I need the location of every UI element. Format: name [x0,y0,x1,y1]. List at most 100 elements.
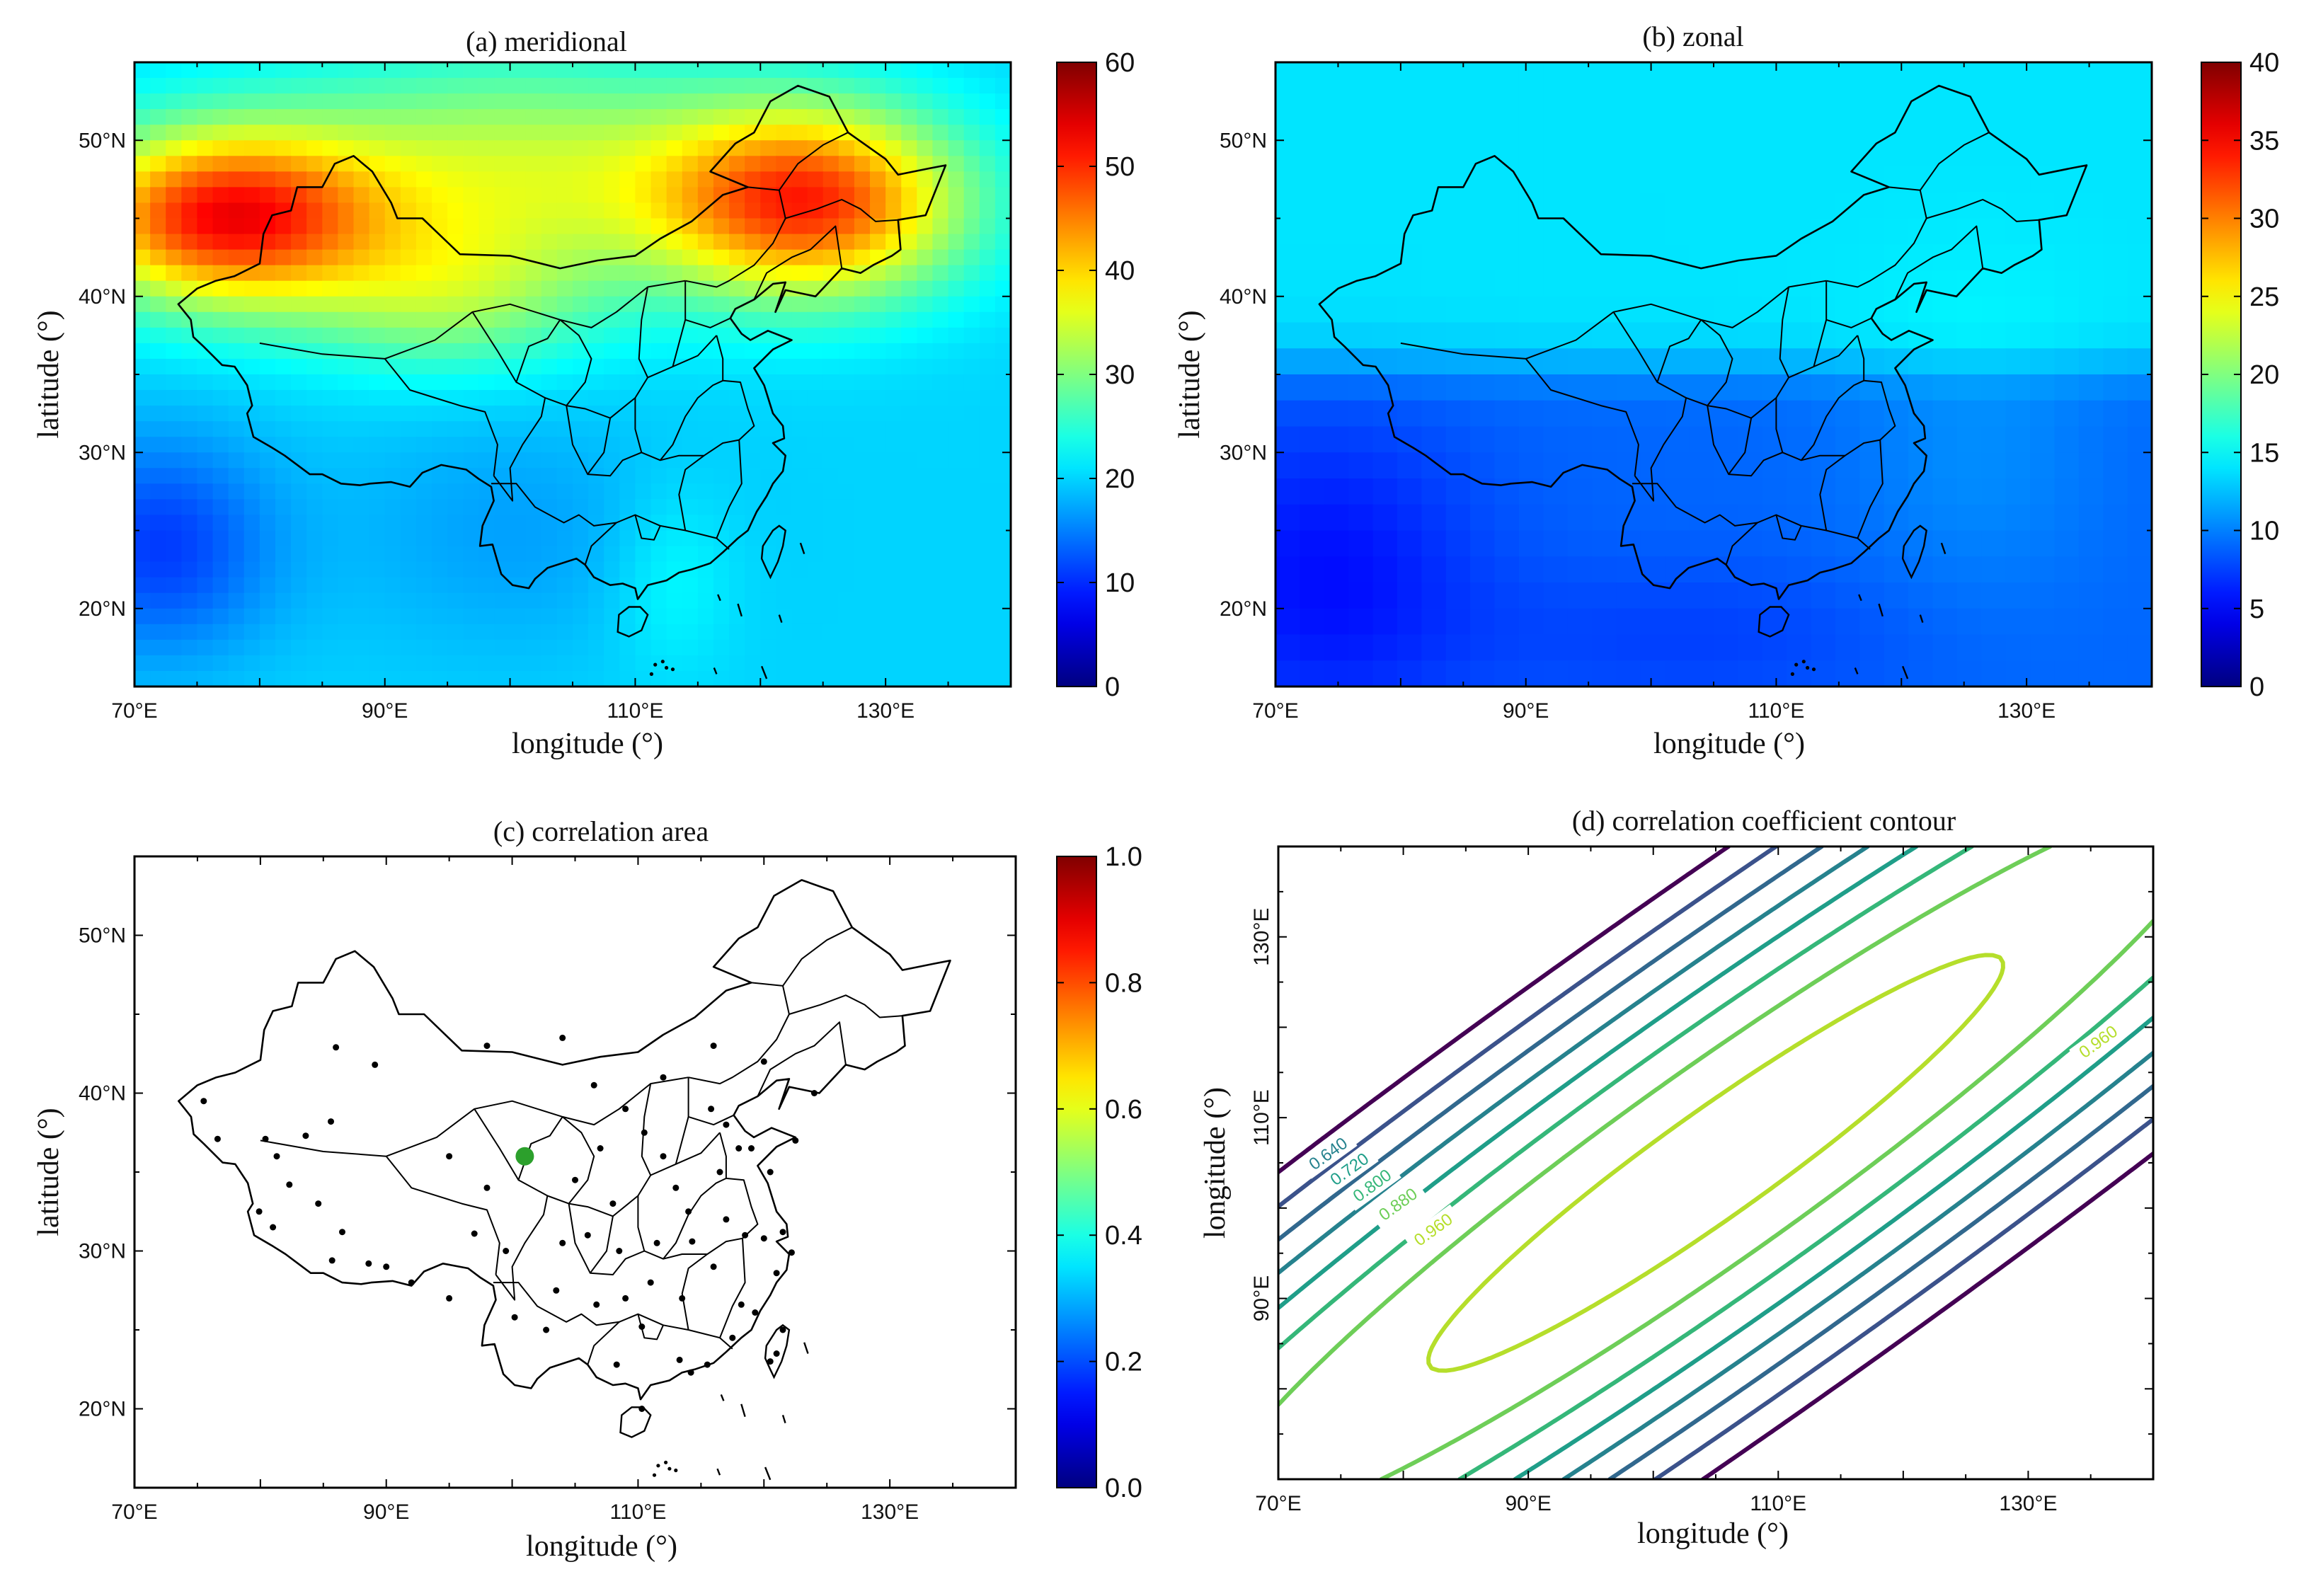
heat-cell [275,639,292,656]
heat-cell [932,468,949,485]
boundary-segment [1919,614,1924,623]
heat-cell [525,452,542,469]
heat-cell [1324,166,1349,193]
heat-cell [243,437,260,454]
heat-cell [604,421,621,437]
islet [667,1466,672,1471]
heat-cell [541,515,558,532]
heat-cell [604,280,621,297]
contour-label-bg [1343,1160,1401,1211]
heat-cell [1275,504,1301,532]
heat-cell [1518,166,1544,193]
heat-cell [400,218,417,235]
heat-cell [259,140,276,157]
heat-cell [1518,452,1544,479]
heat-cell [541,265,558,282]
heat-cell [1689,322,1714,350]
province-border [1775,515,1802,541]
heat-cell [369,78,386,94]
heat-cell [994,125,1011,142]
heat-cell [901,499,918,516]
heat-cell [166,452,183,469]
heat-cell [650,577,667,594]
heat-cell [306,468,323,485]
heat-cell [1372,348,1398,375]
heat-cell [525,109,542,125]
heat-cell [1324,218,1349,246]
heat-cell [917,546,934,563]
boundary-segment [1858,594,1862,602]
heat-cell [1470,400,1496,427]
heat-cell [494,546,511,563]
heat-cell [776,577,793,594]
heat-cell [291,327,307,344]
heat-cell [635,156,652,173]
heat-cell [494,218,511,235]
heat-cell [1470,166,1496,193]
heat-cell [729,234,745,251]
heat-cell [1567,400,1593,427]
heat-cell [259,343,276,360]
heat-cell [619,343,636,360]
province-border [641,1083,652,1176]
heat-cell [1445,374,1471,401]
heat-cell [2054,582,2080,609]
heat-cell [682,406,699,422]
heat-cell [432,249,448,266]
heat-cell [1397,530,1423,558]
heat-cell [854,374,871,391]
heat-cell [963,62,980,79]
heat-cell [1372,530,1398,558]
heat-cell [541,202,558,219]
heat-cell [635,78,652,94]
heat-cell [1956,452,1983,479]
heat-cell [760,140,777,157]
heat-cell [932,374,949,391]
heat-cell [2127,400,2152,427]
heat-cell [525,311,542,328]
heat-cell [635,546,652,563]
heat-cell [1689,88,1714,115]
heat-cell [134,296,151,313]
heat-cell [556,187,573,204]
heat-cell [259,93,276,110]
heat-cell [619,561,636,578]
heat-cell [525,187,542,204]
heat-cell [322,390,339,406]
heat-cell [322,515,339,532]
heat-cell [494,624,511,641]
heat-cell [650,421,667,437]
heat-cell [1762,452,1787,479]
heat-cell [275,62,292,79]
y-tick-label: 40°N [79,285,126,309]
heat-cell [181,358,198,375]
heat-cell [776,171,793,188]
heat-cell [478,218,495,235]
heat-cell [259,608,276,625]
heat-cell [1300,452,1325,479]
province-border [1926,199,2039,222]
heat-cell [1859,114,1885,142]
station-dot [315,1200,322,1207]
heat-cell [150,421,167,437]
heat-cell [666,515,683,532]
heat-cell [291,93,307,110]
heat-cell [150,296,167,313]
heat-cell [447,608,464,625]
y-tick-label: 20°N [79,1398,126,1421]
heat-cell [854,483,871,500]
heat-cell [322,452,339,469]
heat-cell [666,171,683,188]
heat-cell [166,125,183,142]
heat-cell [1397,582,1423,609]
heat-cell [1640,322,1666,350]
country-border [1318,84,2088,600]
heat-cell [2030,322,2056,350]
heat-cell [494,202,511,219]
heat-cell [212,499,229,516]
heat-cell [776,78,793,94]
heat-cell [275,234,292,251]
heat-cell [338,639,355,656]
heat-cell [994,561,1011,578]
heat-cell [650,156,667,173]
